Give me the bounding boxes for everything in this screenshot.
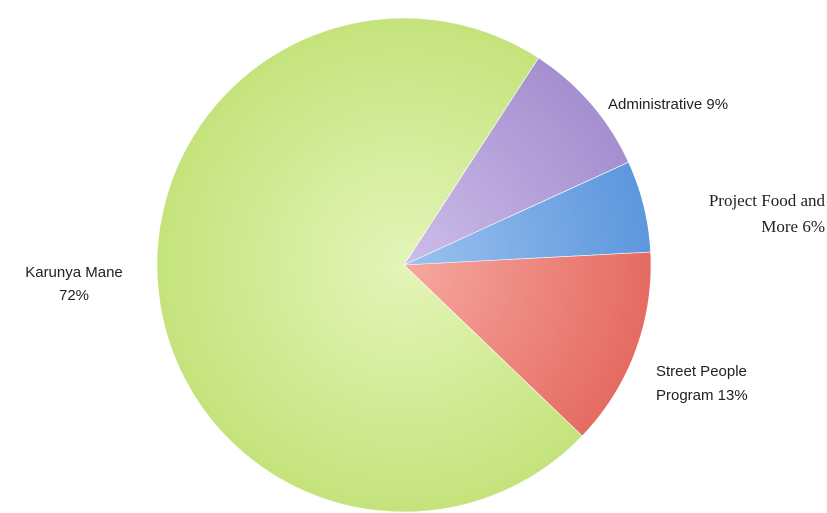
slice-label-line: Administrative 9% <box>608 96 728 113</box>
slice-label-line: 72% <box>59 287 89 304</box>
slice-label-line: More 6% <box>761 217 825 236</box>
slice-label-karunya-mane: Karunya Mane 72% <box>25 264 123 304</box>
pie-slice-administrative <box>403 57 629 266</box>
slice-label-project-food-and-more: Project Food and More 6% <box>709 191 826 236</box>
slice-label-line: Street People <box>656 363 747 380</box>
slice-label-line: Karunya Mane <box>25 264 123 281</box>
pie-slice-street-people-program <box>403 251 652 437</box>
slice-label-administrative: Administrative 9% <box>608 96 728 113</box>
slice-label-line: Project Food and <box>709 191 826 210</box>
pie-slice-karunya-mane <box>156 17 583 513</box>
slice-label-line: Program 13% <box>656 387 748 404</box>
pie-slices <box>156 17 652 513</box>
pie-labels: Administrative 9% Project Food and More 6%… <box>25 96 825 404</box>
slice-label-street-people-program: Street People Program 13% <box>656 363 748 404</box>
